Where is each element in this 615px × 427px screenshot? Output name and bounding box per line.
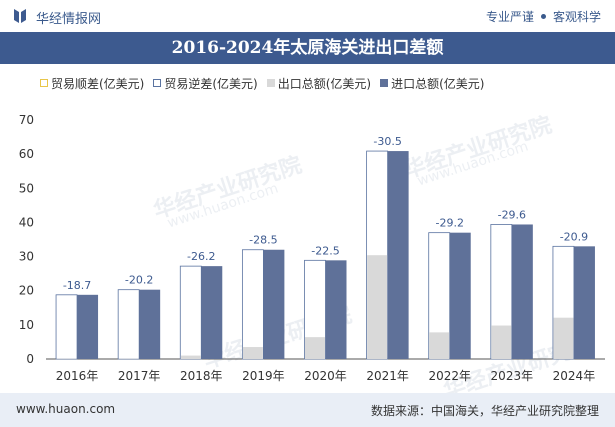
data-label: -30.5 bbox=[373, 135, 401, 148]
legend-item-export: 出口总额(亿美元) bbox=[266, 74, 372, 92]
bar-deficit bbox=[55, 294, 78, 360]
footer: www.huaon.com 数据来源：中国海关，华经产业研究院整理 bbox=[0, 393, 615, 427]
slogan: 专业严谨 客观科学 bbox=[486, 8, 601, 25]
bar-export bbox=[429, 332, 450, 359]
bar-deficit bbox=[179, 265, 202, 360]
bar-deficit bbox=[117, 289, 140, 360]
bar-deficit bbox=[241, 249, 264, 360]
y-tick-label: 30 bbox=[19, 250, 34, 264]
slogan-dot-icon bbox=[540, 14, 546, 19]
chart-title: 2016-2024年太原海关进出口差额 bbox=[0, 32, 615, 64]
x-tick-label: 2019年 bbox=[242, 369, 285, 383]
y-tick-label: 0 bbox=[26, 352, 34, 366]
x-tick-label: 2021年 bbox=[366, 369, 409, 383]
y-tick-label: 60 bbox=[19, 147, 34, 161]
legend-item-surplus: 贸易顺差(亿美元) bbox=[40, 74, 144, 92]
legend-swatch-import bbox=[380, 79, 389, 87]
y-tick-label: 50 bbox=[19, 181, 34, 195]
x-tick-label: 2016年 bbox=[56, 369, 99, 383]
footer-source: 数据来源：中国海关，华经产业研究院整理 bbox=[370, 404, 599, 418]
bar-import bbox=[573, 246, 595, 359]
x-tick-label: 2017年 bbox=[118, 369, 161, 383]
y-tick-label: 20 bbox=[19, 284, 34, 298]
bar-export bbox=[180, 355, 201, 359]
footer-site: www.huaon.com bbox=[16, 402, 116, 416]
bar-import bbox=[139, 289, 161, 359]
x-tick-label: 2018年 bbox=[180, 369, 223, 383]
bar-export bbox=[491, 325, 512, 359]
data-label: -28.5 bbox=[249, 234, 277, 247]
data-label: -20.2 bbox=[125, 274, 153, 287]
legend-item-deficit: 贸易逆差(亿美元) bbox=[153, 74, 258, 92]
y-tick-label: 40 bbox=[19, 215, 34, 229]
x-tick-label: 2024年 bbox=[553, 369, 596, 383]
huajing-logo-icon bbox=[14, 9, 26, 23]
bar-export bbox=[367, 255, 388, 359]
bar-export bbox=[242, 347, 263, 359]
y-tick-label: 10 bbox=[19, 318, 34, 332]
bar-import bbox=[77, 294, 99, 359]
legend-item-import: 进口总额(亿美元) bbox=[380, 74, 485, 92]
bar-import bbox=[449, 232, 471, 359]
x-tick-label: 2023年 bbox=[491, 369, 534, 383]
legend-label-import: 进口总额(亿美元) bbox=[391, 76, 485, 91]
bar-import bbox=[387, 151, 409, 359]
legend-label-surplus: 贸易顺差(亿美元) bbox=[51, 76, 145, 91]
slogan-left: 专业严谨 bbox=[485, 10, 534, 24]
bar-chart: 0 10 20 30 40 50 60 70 -18.7 2016年 -20.2 2017年 -26.2… bbox=[19, 113, 605, 383]
legend-label-deficit: 贸易逆差(亿美元) bbox=[164, 76, 258, 91]
data-label: -18.7 bbox=[63, 279, 91, 292]
x-tick-label: 2022年 bbox=[428, 369, 471, 383]
legend-swatch-export bbox=[266, 79, 275, 87]
bar-export bbox=[305, 337, 325, 359]
bar-import bbox=[263, 249, 285, 359]
data-label: -22.5 bbox=[311, 244, 339, 257]
legend-label-export: 出口总额(亿美元) bbox=[277, 76, 372, 91]
data-label: -29.2 bbox=[435, 217, 463, 230]
x-tick-label: 2020年 bbox=[304, 369, 347, 383]
bar-import bbox=[201, 266, 223, 359]
slogan-right: 客观科学 bbox=[552, 10, 601, 24]
bar-export bbox=[553, 317, 574, 359]
chart-legend: 贸易顺差(亿美元) 贸易逆差(亿美元) 出口总额(亿美元) 进口总额(亿美元) bbox=[40, 74, 485, 92]
y-tick-label: 70 bbox=[19, 113, 34, 127]
data-label: -26.2 bbox=[187, 250, 215, 263]
data-label: -29.6 bbox=[498, 208, 526, 221]
legend-swatch-deficit bbox=[153, 79, 162, 87]
bar-import bbox=[325, 260, 347, 359]
legend-swatch-surplus bbox=[40, 79, 48, 87]
top-bar: 华经情报网 专业严谨 客观科学 bbox=[0, 0, 615, 32]
brand-name: 华经情报网 bbox=[36, 12, 102, 27]
data-label: -20.9 bbox=[560, 230, 588, 243]
bar-import bbox=[511, 224, 533, 359]
